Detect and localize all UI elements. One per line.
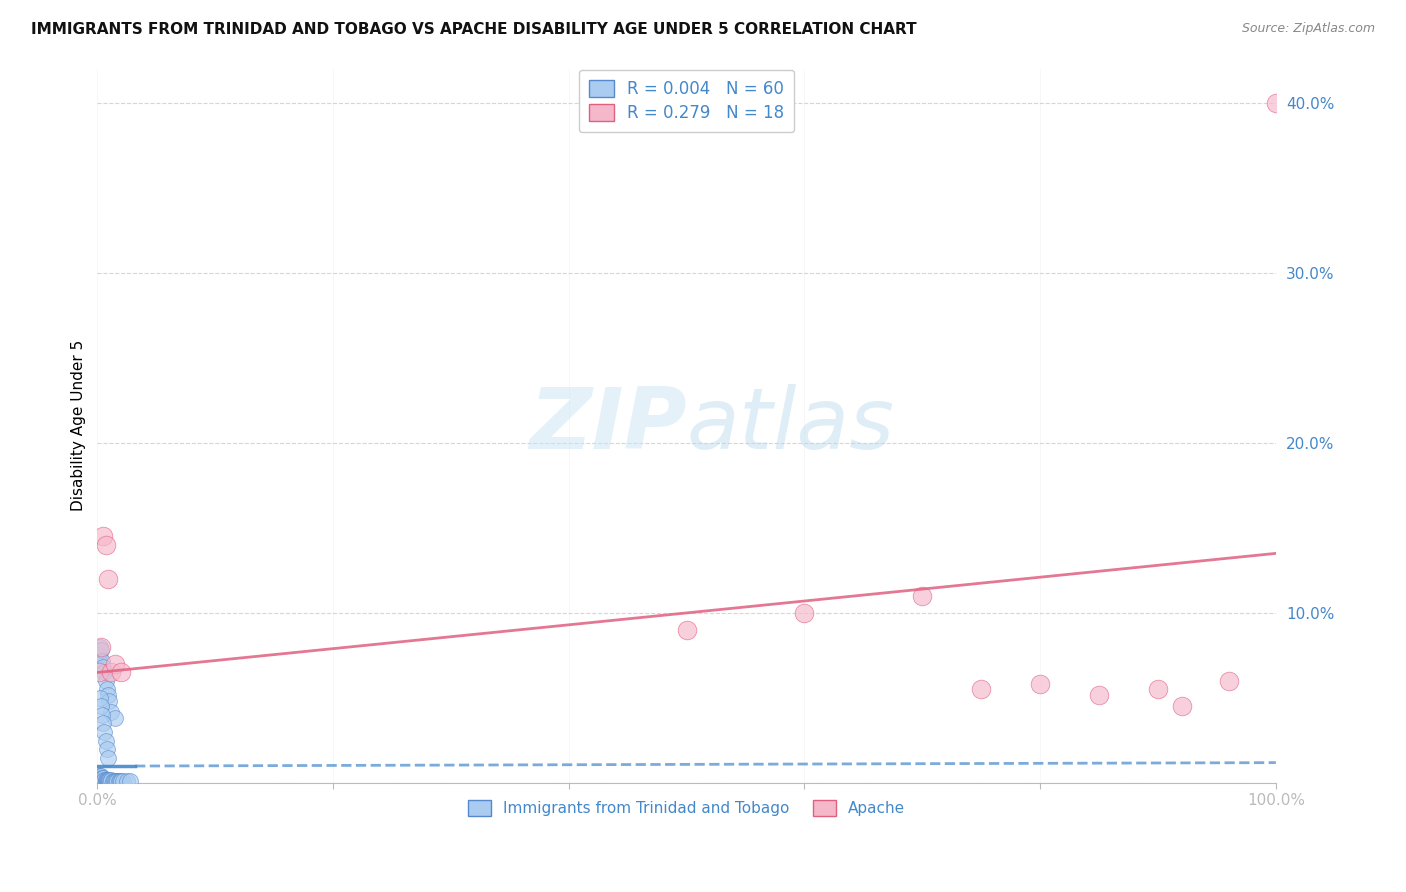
Point xyxy=(970,682,993,697)
Point xyxy=(1147,682,1170,697)
Point xyxy=(91,654,114,668)
Point xyxy=(87,772,110,787)
Point xyxy=(96,742,118,756)
Point xyxy=(675,623,697,637)
Legend: Immigrants from Trinidad and Tobago, Apache: Immigrants from Trinidad and Tobago, Apa… xyxy=(460,791,914,825)
Point xyxy=(911,589,934,603)
Point xyxy=(90,769,112,783)
Point xyxy=(103,774,125,789)
Point xyxy=(107,774,129,789)
Y-axis label: Disability Age Under 5: Disability Age Under 5 xyxy=(72,340,86,511)
Point xyxy=(91,708,114,723)
Point xyxy=(91,771,114,785)
Point xyxy=(91,529,114,543)
Point xyxy=(87,648,110,663)
Point xyxy=(1029,677,1052,691)
Point xyxy=(91,774,114,789)
Point xyxy=(93,725,115,739)
Text: Source: ZipAtlas.com: Source: ZipAtlas.com xyxy=(1241,22,1375,36)
Point xyxy=(100,772,122,787)
Point xyxy=(1088,688,1111,702)
Point xyxy=(89,640,111,654)
Point xyxy=(110,665,132,680)
Text: ZIP: ZIP xyxy=(529,384,686,467)
Point xyxy=(93,665,115,680)
Point xyxy=(97,772,120,787)
Point xyxy=(793,606,815,620)
Point xyxy=(97,572,120,586)
Point xyxy=(91,660,114,674)
Point xyxy=(104,711,127,725)
Point xyxy=(104,774,127,789)
Point xyxy=(90,643,112,657)
Point xyxy=(112,774,135,789)
Point xyxy=(98,774,121,789)
Point xyxy=(96,682,118,697)
Point xyxy=(100,665,122,680)
Point xyxy=(104,657,127,671)
Point xyxy=(97,688,120,702)
Point xyxy=(1218,673,1240,688)
Point xyxy=(115,774,138,789)
Point xyxy=(87,769,110,783)
Point xyxy=(94,772,117,787)
Point xyxy=(1170,699,1192,714)
Point xyxy=(91,772,114,787)
Point xyxy=(89,769,111,783)
Point xyxy=(120,774,142,789)
Text: atlas: atlas xyxy=(686,384,894,467)
Point xyxy=(89,774,111,789)
Point xyxy=(90,774,112,789)
Point xyxy=(105,774,128,789)
Point xyxy=(89,771,111,785)
Point xyxy=(96,772,118,787)
Point xyxy=(98,694,121,708)
Point xyxy=(98,774,121,789)
Point xyxy=(90,772,112,787)
Point xyxy=(91,716,114,731)
Point xyxy=(108,774,131,789)
Point xyxy=(110,774,132,789)
Point xyxy=(90,699,112,714)
Point xyxy=(96,774,118,789)
Point xyxy=(90,640,112,654)
Point xyxy=(93,774,115,789)
Point xyxy=(90,771,112,785)
Point xyxy=(94,538,117,552)
Point xyxy=(94,733,117,747)
Point xyxy=(97,774,120,789)
Point xyxy=(89,772,111,787)
Point xyxy=(105,774,128,789)
Point xyxy=(1264,95,1286,110)
Point xyxy=(100,705,122,719)
Point xyxy=(91,771,114,785)
Point xyxy=(89,690,111,705)
Point xyxy=(91,772,114,787)
Point xyxy=(94,774,117,789)
Point xyxy=(101,774,124,789)
Point xyxy=(93,772,115,787)
Point xyxy=(98,772,121,787)
Point xyxy=(87,771,110,785)
Point xyxy=(87,665,110,680)
Point xyxy=(94,673,117,688)
Point xyxy=(91,774,114,789)
Text: IMMIGRANTS FROM TRINIDAD AND TOBAGO VS APACHE DISABILITY AGE UNDER 5 CORRELATION: IMMIGRANTS FROM TRINIDAD AND TOBAGO VS A… xyxy=(31,22,917,37)
Point xyxy=(97,750,120,764)
